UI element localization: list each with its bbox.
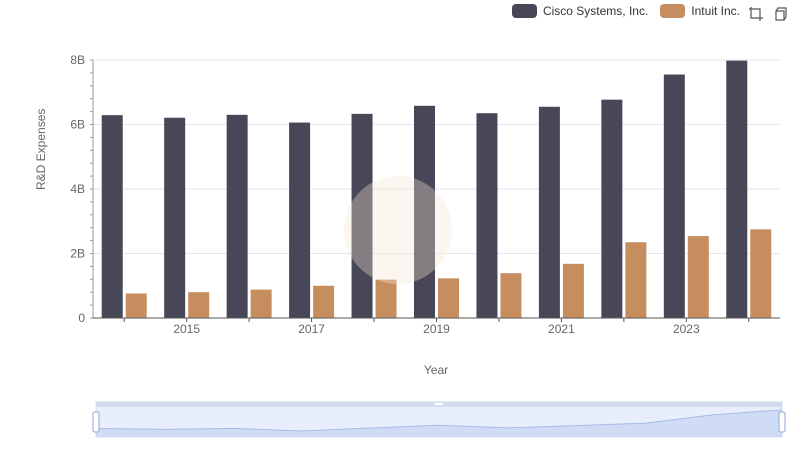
y-axis-title: R&D Expenses (34, 108, 48, 190)
y-tick-label: 4B (70, 182, 85, 196)
x-axis: 2015 2017 2019 2021 2023 (93, 317, 780, 336)
datazoom-area (96, 410, 782, 437)
zoom-select-icon[interactable] (748, 6, 764, 22)
bar-intuit (250, 289, 272, 318)
bar-cisco (351, 113, 373, 318)
watermark-logo (344, 176, 452, 284)
datazoom-line (95, 409, 783, 432)
legend-item-intuit[interactable]: Intuit Inc. (660, 4, 740, 18)
bar-cisco (164, 117, 186, 318)
legend-swatch-intuit (660, 4, 686, 18)
bar-intuit (750, 229, 772, 318)
toolbox (748, 6, 788, 22)
bar-cisco (538, 106, 560, 318)
datazoom-grip (435, 403, 443, 405)
x-tick-label: 2019 (423, 322, 450, 336)
datazoom-handle-right[interactable] (778, 411, 786, 433)
bar-cisco (663, 74, 685, 318)
x-tick-label: 2023 (673, 322, 700, 336)
y-tick-label: 6B (70, 118, 85, 132)
bar-intuit (687, 236, 709, 318)
bar-cisco (476, 113, 498, 319)
bar-intuit (125, 293, 147, 318)
legend-label-cisco: Cisco Systems, Inc. (542, 4, 649, 18)
datazoom-handle-left[interactable] (92, 411, 100, 433)
bar-intuit (188, 292, 210, 318)
bar-cisco (226, 114, 248, 318)
zoom-reset-icon[interactable] (772, 6, 788, 22)
legend-item-cisco[interactable]: Cisco Systems, Inc. (511, 4, 649, 18)
bar-cisco (414, 105, 435, 318)
bar-cisco (726, 60, 748, 319)
legend: Cisco Systems, Inc. Intuit Inc. (511, 4, 740, 18)
bar-intuit (313, 285, 335, 318)
bar-intuit (438, 278, 459, 318)
y-tick-label: 8B (70, 53, 85, 67)
y-tick-label: 2B (70, 247, 85, 261)
bar-cisco (101, 115, 123, 319)
bar-intuit (562, 263, 584, 318)
y-axis: 0 2B 4B 6B 8B (70, 53, 94, 325)
x-axis-title: Year (423, 363, 449, 377)
bar-intuit (500, 273, 522, 318)
bar-intuit (375, 279, 397, 318)
bar-intuit (625, 242, 647, 318)
datazoom-slider[interactable] (92, 401, 786, 438)
bar-cisco (289, 122, 311, 318)
x-tick-label: 2017 (298, 322, 325, 336)
bars (101, 60, 772, 319)
bar-cisco (601, 99, 623, 318)
legend-swatch-cisco (511, 4, 537, 18)
y-tick-label: 0 (78, 311, 85, 325)
x-tick-label: 2021 (548, 322, 575, 336)
legend-label-intuit: Intuit Inc. (691, 4, 740, 18)
x-tick-label: 2015 (173, 322, 200, 336)
